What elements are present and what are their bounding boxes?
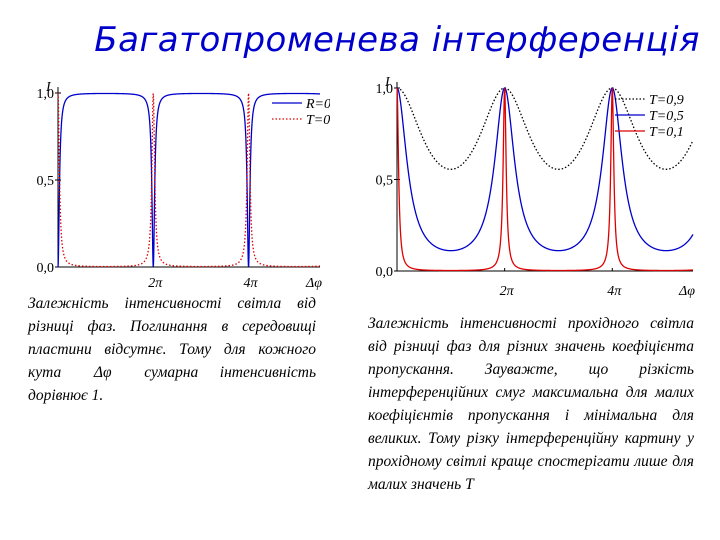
- series-line: [396, 87, 694, 272]
- legend-label: T=0,5: [649, 109, 684, 124]
- reflection-transmission-chart: 0,0 0,5 1,0 2π 4π I Δφ R=0,9T=0,1: [0, 60, 342, 295]
- y-tick-label: 0,5: [37, 174, 55, 189]
- y-axis-label: I: [384, 75, 391, 90]
- x-tick-label: 4π: [607, 284, 622, 299]
- caption-right: Залежність інтенсивності прохідного світ…: [368, 315, 694, 493]
- x-tick-label: 2π: [148, 276, 163, 291]
- legend: R=0,9T=0,1: [272, 97, 342, 128]
- legend: T=0,9T=0,5T=0,1: [615, 93, 684, 140]
- legend-label: R=0,9: [305, 97, 330, 112]
- chart-svg: 0,0 0,5 1,0 2π 4π I Δφ R=0,9T=0,1: [37, 80, 342, 291]
- series-line: [57, 92, 321, 268]
- slide-title: Багатопроменева інтерференція: [94, 20, 700, 60]
- series-line: [396, 87, 694, 170]
- x-tick-label: 2π: [500, 284, 515, 299]
- x-axis-label: Δφ: [678, 284, 695, 299]
- caption-left: Залежність інтенсивності світла від різн…: [28, 292, 316, 407]
- y-tick-label: 0,0: [376, 265, 394, 280]
- y-axis-label: I: [45, 80, 52, 95]
- transmission-chart: 0,0 0,5 1,0 2π 4π I Δφ T=0,9 T=0,5 T=0,1: [355, 55, 696, 305]
- y-tick-label: 0,5: [376, 174, 394, 189]
- x-axis-label: Δφ: [305, 276, 322, 291]
- y-tick-label: 0,0: [37, 261, 55, 276]
- y-tick-label: 1,0: [37, 87, 55, 102]
- legend-label: T=0,1: [306, 113, 330, 128]
- x-tick-label: 4π: [244, 276, 259, 291]
- y-tick-label: 1,0: [376, 82, 394, 97]
- legend-label: T=0,9: [649, 93, 684, 108]
- series-line: [396, 87, 694, 252]
- legend-label: T=0,1: [649, 125, 684, 140]
- series-line: [57, 92, 321, 268]
- caption-left-part2: сумарна інтенсивність дорівнює 1.: [28, 364, 317, 404]
- caption-left-part1: Залежність інтенсивності світла від різн…: [28, 295, 316, 381]
- delta-phi-symbol: Δφ: [93, 364, 112, 381]
- chart-svg: 0,0 0,5 1,0 2π 4π I Δφ T=0,9T=0,5T=0,1: [376, 75, 696, 299]
